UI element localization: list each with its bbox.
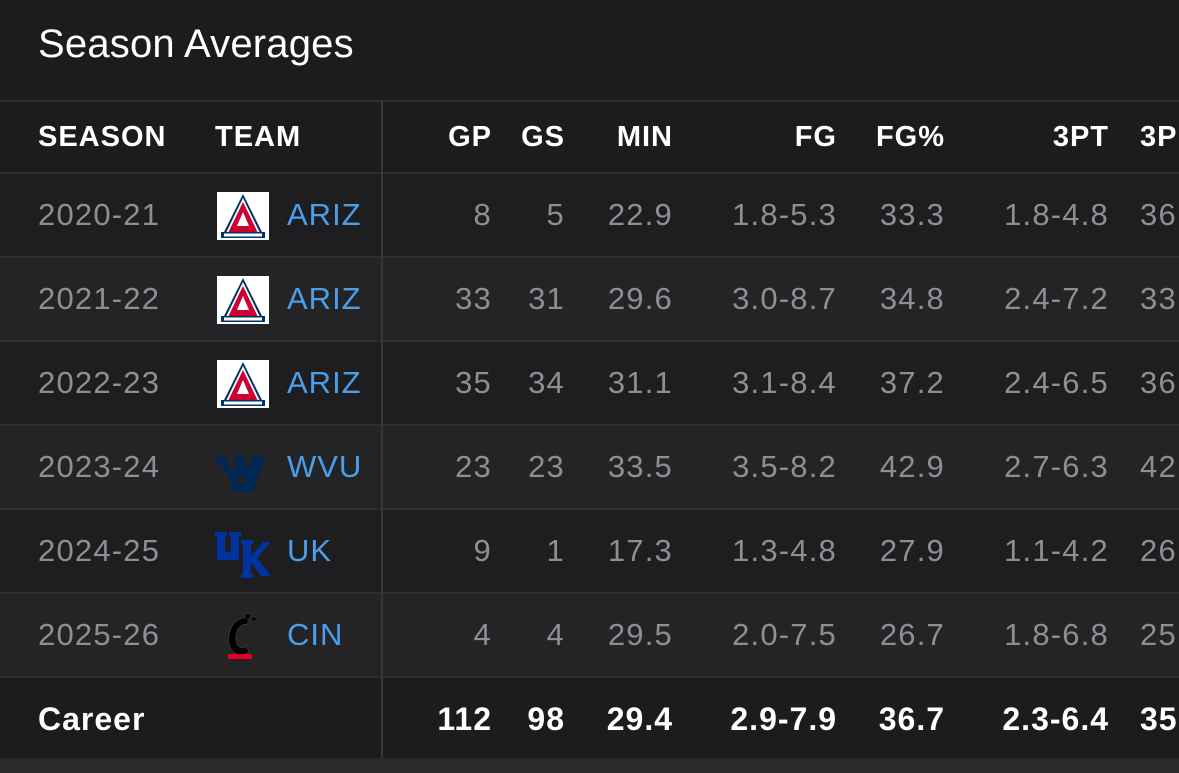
career-gp: 112: [437, 700, 492, 737]
header-season[interactable]: SEASON: [38, 120, 167, 153]
header-3pt[interactable]: 3PT: [1052, 120, 1109, 153]
career-row: Career 112 98 29.4 2.9-7.9 36.7 2.3-6.4 …: [0, 676, 1179, 760]
fg-cell: 3.1-8.4: [732, 365, 837, 400]
fg-pct-cell: 33.3: [879, 197, 945, 232]
gs-cell: 31: [528, 281, 565, 316]
gp-cell: 9: [473, 533, 492, 568]
3p-pct-cell: 42: [1140, 449, 1177, 484]
fg-pct-cell: 26.7: [879, 617, 945, 652]
fg-pct-cell: 42.9: [879, 449, 945, 484]
fg-pct-cell: 37.2: [879, 365, 945, 400]
min-cell: 29.6: [607, 281, 673, 316]
kentucky-logo-icon[interactable]: [215, 524, 271, 580]
team-link[interactable]: ARIZ: [287, 281, 362, 316]
career-3pt: 2.3-6.4: [1002, 700, 1109, 737]
gp-cell: 35: [455, 365, 492, 400]
3p-pct-cell: 36: [1140, 197, 1177, 232]
team-link[interactable]: ARIZ: [287, 365, 362, 400]
gp-cell: 4: [473, 617, 492, 652]
gp-cell: 8: [473, 197, 492, 232]
min-cell: 22.9: [607, 197, 673, 232]
season-cell: 2024-25: [38, 533, 161, 568]
arizona-logo-icon[interactable]: [215, 272, 271, 328]
gs-cell: 4: [546, 617, 565, 652]
3pt-cell: 2.4-6.5: [1004, 365, 1109, 400]
3pt-cell: 2.7-6.3: [1004, 449, 1109, 484]
min-cell: 17.3: [607, 533, 673, 568]
3pt-cell: 2.4-7.2: [1004, 281, 1109, 316]
cincinnati-logo-icon[interactable]: [215, 608, 271, 664]
gs-cell: 34: [528, 365, 565, 400]
career-min: 29.4: [606, 700, 673, 737]
season-cell: 2021-22: [38, 281, 161, 316]
min-cell: 29.5: [607, 617, 673, 652]
team-link[interactable]: UK: [287, 533, 333, 568]
table-footer-strip: [0, 758, 1179, 773]
table-header-row: SEASON TEAM GP GS MIN FG FG% 3PT 3P: [0, 100, 1179, 172]
3p-pct-cell: 26: [1140, 533, 1177, 568]
table-row: 2023-24 WVU 23 23 33.5 3.5-8.2 42.9 2.7-…: [0, 424, 1179, 508]
team-link[interactable]: WVU: [287, 449, 363, 484]
career-3p-pct: 35: [1140, 700, 1178, 737]
header-fg-pct[interactable]: FG%: [875, 120, 945, 153]
season-cell: 2022-23: [38, 365, 161, 400]
fg-pct-cell: 34.8: [879, 281, 945, 316]
table-row: 2022-23 ARIZ 35 34 31.1 3.1-8.4 37.2 2.4…: [0, 340, 1179, 424]
career-fg-pct: 36.7: [878, 700, 945, 737]
gs-cell: 5: [546, 197, 565, 232]
team-link[interactable]: ARIZ: [287, 197, 362, 232]
3pt-cell: 1.8-4.8: [1004, 197, 1109, 232]
frozen-column-divider: [381, 100, 383, 758]
fg-cell: 3.5-8.2: [732, 449, 837, 484]
3p-pct-cell: 25: [1140, 617, 1177, 652]
table-row: 2025-26 CIN 4 4 29.5 2.0-7.5 26.7 1.8-6.…: [0, 592, 1179, 676]
3pt-cell: 1.8-6.8: [1004, 617, 1109, 652]
header-fg[interactable]: FG: [794, 120, 837, 153]
career-label: Career: [38, 700, 146, 737]
header-min[interactable]: MIN: [616, 120, 673, 153]
fg-pct-cell: 27.9: [879, 533, 945, 568]
career-gs: 98: [527, 700, 565, 737]
3p-pct-cell: 36: [1140, 365, 1177, 400]
season-averages-table: SEASON TEAM GP GS MIN FG FG% 3PT 3P 2020…: [0, 100, 1179, 773]
page-title: Season Averages: [38, 22, 354, 66]
season-cell: 2023-24: [38, 449, 161, 484]
arizona-logo-icon[interactable]: [215, 188, 271, 244]
header-gs[interactable]: GS: [521, 120, 565, 153]
career-fg: 2.9-7.9: [730, 700, 837, 737]
fg-cell: 1.8-5.3: [732, 197, 837, 232]
3pt-cell: 1.1-4.2: [1004, 533, 1109, 568]
gs-cell: 23: [528, 449, 565, 484]
gs-cell: 1: [546, 533, 565, 568]
season-cell: 2020-21: [38, 197, 161, 232]
arizona-logo-icon[interactable]: [215, 356, 271, 412]
min-cell: 31.1: [607, 365, 673, 400]
fg-cell: 1.3-4.8: [732, 533, 837, 568]
3p-pct-cell: 33: [1140, 281, 1177, 316]
season-cell: 2025-26: [38, 617, 161, 652]
team-link[interactable]: CIN: [287, 617, 344, 652]
table-row: 2021-22 ARIZ 33 31 29.6 3.0-8.7 34.8 2.4…: [0, 256, 1179, 340]
table-row: 2020-21 ARIZ 8 5 22.9 1.8-5.3 33.3 1.8-4…: [0, 172, 1179, 256]
table-row: 2024-25 UK 9 1 17.3 1.3-4.8 27.9 1.1-4.2…: [0, 508, 1179, 592]
header-gp[interactable]: GP: [448, 120, 492, 153]
min-cell: 33.5: [607, 449, 673, 484]
fg-cell: 2.0-7.5: [732, 617, 837, 652]
fg-cell: 3.0-8.7: [732, 281, 837, 316]
header-team[interactable]: TEAM: [215, 120, 302, 153]
header-3p-pct[interactable]: 3P: [1140, 120, 1178, 153]
west-virginia-logo-icon[interactable]: [215, 440, 271, 496]
gp-cell: 33: [455, 281, 492, 316]
gp-cell: 23: [455, 449, 492, 484]
